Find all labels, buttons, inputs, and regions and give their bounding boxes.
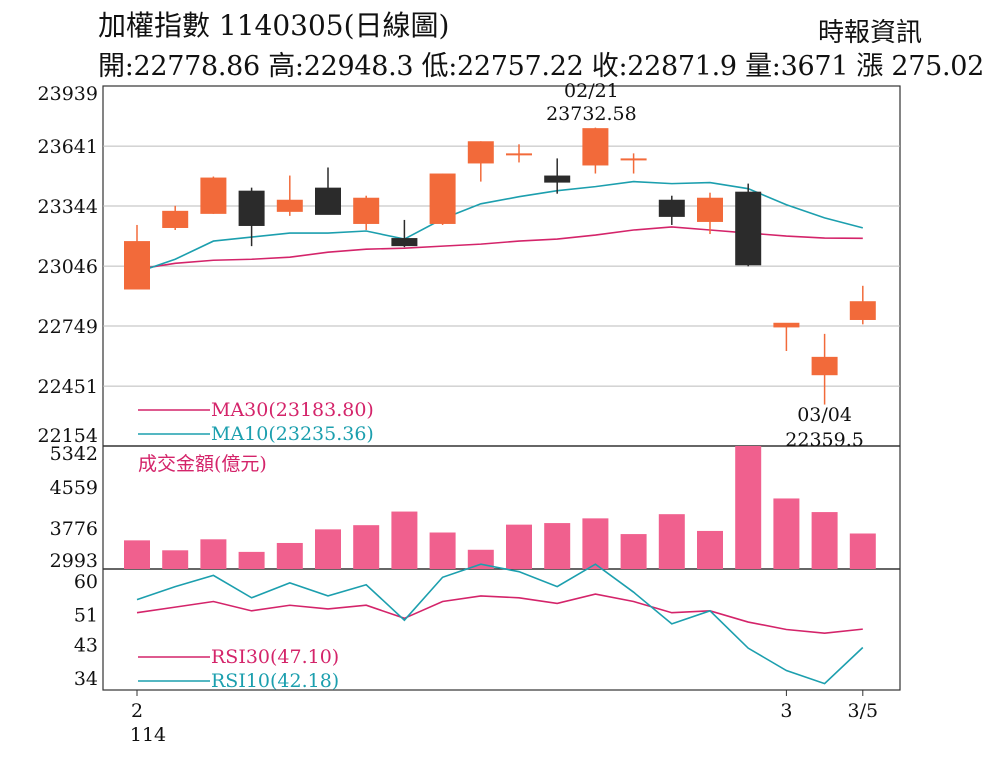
- price-tick-label: 23344: [38, 196, 98, 218]
- volume-bar: [353, 525, 380, 569]
- source-label: 時報資訊: [817, 18, 922, 48]
- candle-body: [353, 197, 380, 224]
- price-tick-label: 22749: [38, 316, 98, 338]
- x-tick-label: 2: [131, 700, 143, 722]
- price-axis: 23939 23641 23344 23046 22749 22451 22154: [38, 83, 98, 447]
- annotation-date: 03/04: [797, 404, 852, 426]
- volume-title: 成交金額(億元): [138, 453, 267, 475]
- volume-tick-label: 2993: [50, 550, 98, 572]
- candle-body: [391, 238, 418, 247]
- candle-body: [200, 177, 227, 214]
- volume-bars: [124, 446, 876, 569]
- candle-body: [544, 175, 571, 183]
- candle-body: [811, 356, 838, 376]
- candle-body: [276, 199, 303, 212]
- volume-bar: [238, 551, 265, 569]
- annotation-value: 23732.58: [546, 103, 637, 125]
- volume-bar: [315, 529, 341, 569]
- volume-tick-label: 3776: [50, 518, 98, 540]
- volume-bar: [620, 534, 647, 569]
- volume-bar: [467, 549, 494, 569]
- candlesticks: [124, 127, 876, 405]
- rsi-axis: 60 51 43 34: [74, 571, 98, 690]
- volume-bar: [276, 542, 303, 569]
- volume-bar: [697, 530, 723, 569]
- rsi-tick-label: 51: [74, 605, 98, 627]
- volume-bar: [582, 518, 609, 569]
- price-tick-label: 23939: [38, 83, 98, 105]
- x-tick-label: 3: [780, 700, 792, 722]
- candle-body: [773, 322, 800, 328]
- rsi-lines: [136, 563, 864, 685]
- price-tick-label: 22451: [38, 376, 98, 398]
- rsi-tick-label: 60: [74, 571, 98, 593]
- x-tick-label: 3/5: [848, 700, 879, 722]
- volume-bar: [124, 540, 150, 569]
- rsi-tick-label: 43: [74, 634, 98, 656]
- volume-tick-label: 5342: [50, 443, 98, 465]
- volume-bar: [544, 523, 571, 569]
- volume-tick-label: 4559: [50, 477, 98, 499]
- volume-bar: [811, 512, 838, 569]
- chart-title: 加權指數 1140305(日線圖): [98, 9, 450, 42]
- x-tick-sublabel: 114: [130, 724, 166, 746]
- candle-body: [315, 187, 341, 215]
- candle-body: [582, 128, 609, 166]
- rsi-tick-label: 34: [74, 668, 98, 690]
- candle-body: [849, 301, 876, 320]
- rsi10-line: [136, 563, 864, 685]
- chart-frame: [102, 85, 901, 691]
- volume-bar: [658, 514, 685, 569]
- volume-bar: [200, 539, 227, 569]
- volume-bar: [391, 511, 418, 569]
- price-tick-label: 23641: [38, 136, 98, 158]
- candle-body: [238, 190, 265, 226]
- annotation-date: 02/21: [564, 80, 619, 102]
- plot-border: [102, 85, 901, 691]
- legends: 成交金額(億元) MA30(23183.80)MA10(23235.36) RSI3…: [138, 399, 374, 692]
- price-tick-label: 23046: [38, 256, 98, 278]
- volume-bar: [429, 532, 456, 569]
- legend-label: MA10(23235.36): [211, 423, 374, 445]
- volume-bar: [735, 446, 762, 569]
- rsi30-line: [136, 593, 863, 635]
- rsi-legend-label: RSI30(47.10): [211, 646, 339, 668]
- volume-bar: [849, 533, 876, 569]
- candle-body: [697, 197, 723, 222]
- ohlc-summary: 開:22778.86 高:22948.3 低:22757.22 收:22871.…: [98, 51, 985, 82]
- annotation-value: 22359.5: [785, 429, 864, 451]
- candle-body: [162, 210, 189, 228]
- ma10-line: [136, 180, 864, 274]
- candle-body: [735, 191, 762, 266]
- candle-body: [620, 158, 647, 161]
- volume-bar: [162, 550, 189, 569]
- legend-label: MA30(23183.80): [211, 399, 374, 421]
- rsi-legend-label: RSI10(42.18): [211, 670, 339, 692]
- volume-axis: 5342 4559 3776 2993: [50, 443, 98, 572]
- volume-bar: [506, 524, 532, 569]
- price-tick-label: 22154: [38, 425, 98, 447]
- volume-bar: [773, 498, 800, 569]
- candle-body: [467, 141, 494, 164]
- candle-body: [506, 153, 532, 156]
- candle-body: [124, 241, 150, 290]
- grid-lines: [103, 145, 900, 387]
- candle-body: [429, 173, 456, 224]
- candle-body: [658, 199, 685, 217]
